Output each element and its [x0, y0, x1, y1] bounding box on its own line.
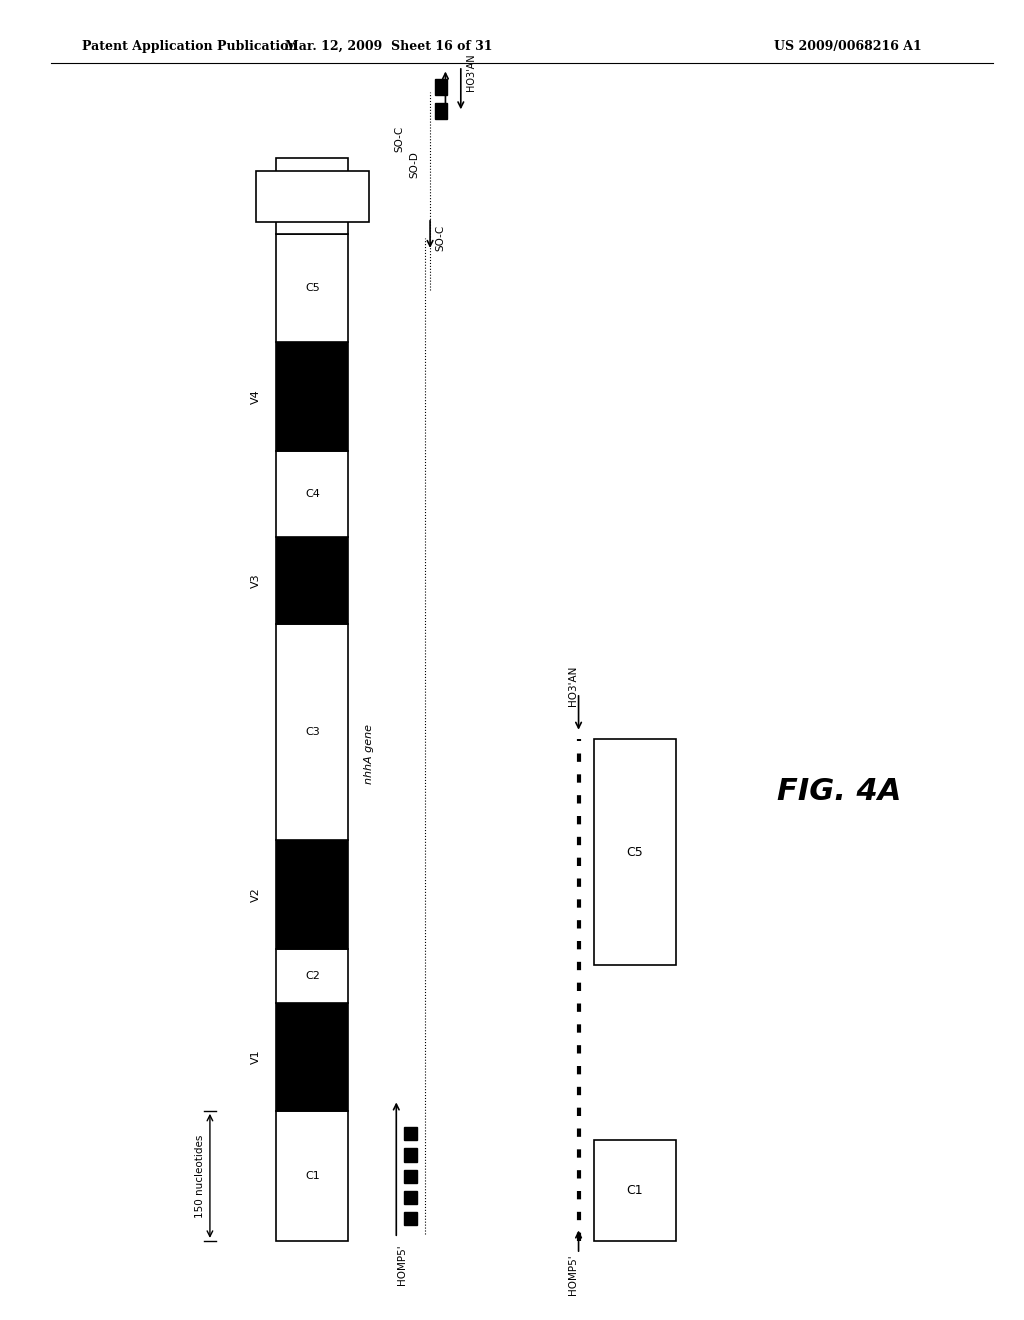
Bar [276, 1111, 348, 1241]
Bar [404, 1191, 417, 1204]
Text: C3: C3 [305, 727, 319, 737]
Text: 150 nucleotides: 150 nucleotides [195, 1134, 205, 1217]
Text: SO-C: SO-C [435, 224, 445, 251]
Text: FIG. 4A: FIG. 4A [777, 777, 902, 807]
Text: C5: C5 [627, 846, 643, 858]
Bar [435, 103, 447, 119]
Text: C2: C2 [305, 970, 319, 981]
Bar [276, 450, 348, 537]
Text: HO3'AN: HO3'AN [466, 54, 476, 91]
Bar [594, 739, 676, 965]
Text: Patent Application Publication: Patent Application Publication [82, 40, 297, 53]
Bar [276, 949, 348, 1003]
Bar [404, 1148, 417, 1162]
Text: V2: V2 [251, 887, 261, 902]
Bar [594, 1140, 676, 1241]
Bar [276, 342, 348, 450]
Text: HO3'AN: HO3'AN [568, 665, 579, 706]
Bar [256, 170, 369, 222]
Bar [276, 624, 348, 841]
Bar [276, 841, 348, 949]
Text: SO-D: SO-D [410, 152, 420, 178]
Text: V3: V3 [251, 573, 261, 587]
Bar [404, 1212, 417, 1225]
Text: nhhA gene: nhhA gene [364, 723, 374, 784]
Text: C1: C1 [627, 1184, 643, 1197]
Bar [276, 1003, 348, 1111]
Text: V4: V4 [251, 389, 261, 404]
Bar [276, 537, 348, 624]
Text: V1: V1 [251, 1049, 261, 1064]
Bar [404, 1127, 417, 1140]
Bar [404, 1170, 417, 1183]
Bar [435, 79, 447, 95]
Text: US 2009/0068216 A1: US 2009/0068216 A1 [774, 40, 922, 53]
Text: SO-C: SO-C [394, 125, 404, 152]
Text: C5: C5 [305, 284, 319, 293]
Text: Mar. 12, 2009  Sheet 16 of 31: Mar. 12, 2009 Sheet 16 of 31 [286, 40, 493, 53]
Bar [276, 234, 348, 342]
Text: C4: C4 [305, 488, 319, 499]
Text: C1: C1 [305, 1171, 319, 1181]
Bar [276, 158, 348, 234]
Text: HOMP5': HOMP5' [397, 1245, 408, 1286]
Text: HOMP5': HOMP5' [568, 1254, 579, 1295]
